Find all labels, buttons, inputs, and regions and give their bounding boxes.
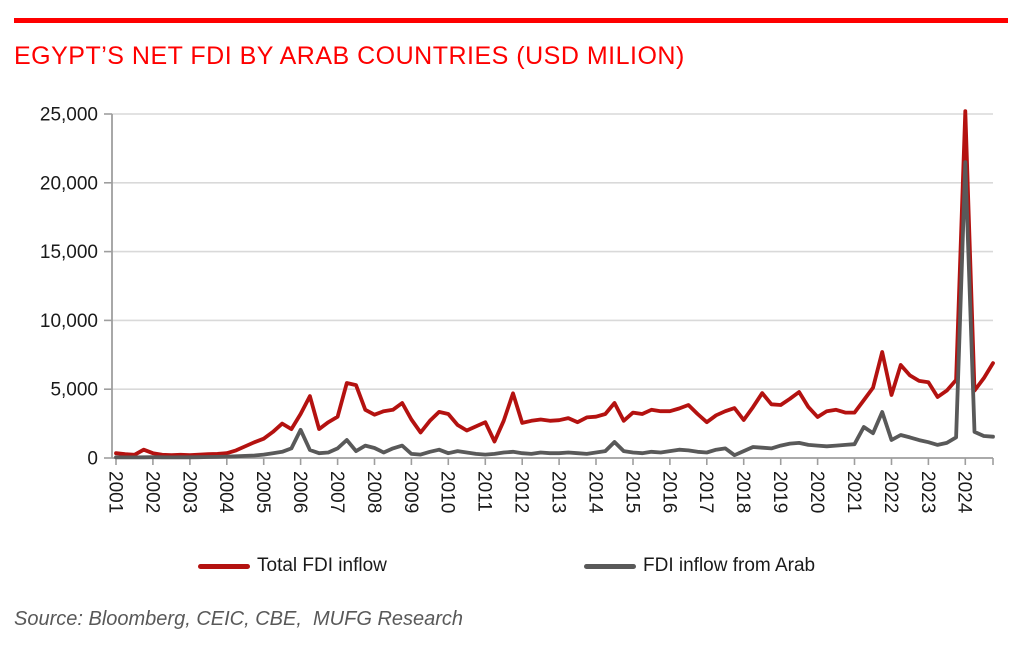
legend-label-fdi-inflow-from-arab: FDI inflow from Arab: [643, 555, 816, 576]
x-tick-label: 2021: [843, 471, 864, 513]
x-tick-label: 2004: [215, 471, 236, 514]
x-tick-label: 2003: [178, 471, 199, 513]
legend-item-total-fdi-inflow: Total FDI inflow: [198, 552, 387, 580]
legend-label-total-fdi-inflow: Total FDI inflow: [257, 555, 387, 576]
top-rule: [14, 18, 1008, 23]
x-tick-label: 2011: [474, 471, 495, 512]
x-tick-label: 2019: [769, 471, 790, 513]
x-tick-label: 2013: [547, 471, 568, 513]
y-tick-label: 15,000: [40, 242, 98, 263]
series-line-fdi-inflow-from-arab: [114, 160, 995, 460]
x-tick-label: 2001: [104, 471, 125, 513]
x-tick-label: 2012: [511, 471, 532, 513]
legend: Total FDI inflow FDI inflow from Arab: [0, 552, 1022, 582]
legend-swatch-fdi-inflow-from-arab: [584, 563, 636, 569]
page-title: EGYPT’S NET FDI BY ARAB COUNTRIES (USD M…: [14, 42, 685, 70]
y-tick-label: 5,000: [50, 380, 98, 401]
x-tick-label: 2023: [917, 471, 938, 513]
y-axis: 0 5,000 10,000 15,000 20,000 25,000: [40, 105, 993, 470]
x-tick-label: 2018: [732, 471, 753, 513]
x-tick-label: 2014: [584, 471, 605, 514]
x-tick-label: 2017: [695, 471, 716, 513]
x-tick-label: 2002: [141, 471, 162, 513]
y-tick-label: 0: [87, 449, 98, 470]
x-tick-label: 2009: [400, 471, 421, 513]
x-tick-label: 2022: [880, 471, 901, 513]
x-tick-label: 2016: [658, 471, 679, 513]
x-tick-label: 2006: [289, 471, 310, 513]
x-tick-label: 2024: [954, 471, 975, 514]
y-tick-label: 20,000: [40, 173, 98, 194]
legend-swatch-total-fdi-inflow: [198, 563, 250, 569]
x-tick-label: 2015: [621, 471, 642, 513]
x-tick-label: 2020: [806, 471, 827, 513]
x-tick-label: 2010: [437, 471, 458, 513]
x-axis: 2001 2002 2003 2004 2005 2006 2007 2008 2009 2010…: [104, 458, 994, 514]
source-note: Source: Bloomberg, CEIC, CBE, MUFG Resea…: [14, 608, 464, 630]
y-tick-label: 25,000: [40, 105, 98, 126]
x-tick-label: 2007: [326, 471, 347, 513]
legend-item-fdi-inflow-from-arab: FDI inflow from Arab: [584, 552, 815, 580]
series-line-total-fdi-inflow: [114, 109, 995, 458]
x-tick-label: 2008: [363, 471, 384, 513]
y-tick-label: 10,000: [40, 311, 98, 332]
x-tick-label: 2005: [252, 471, 273, 513]
